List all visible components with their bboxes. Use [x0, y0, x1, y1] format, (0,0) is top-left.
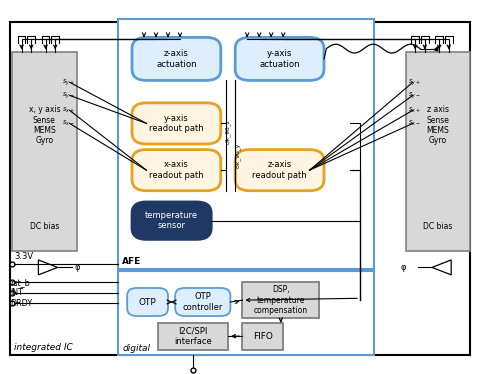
Text: digital: digital — [122, 344, 150, 353]
Text: y-axis
readout path: y-axis readout path — [149, 114, 204, 133]
Text: DSP,
temperature
compensation: DSP, temperature compensation — [254, 285, 308, 315]
Text: z-axis
readout path: z-axis readout path — [252, 160, 307, 180]
Text: OTP
controller: OTP controller — [182, 292, 223, 312]
Bar — [118, 19, 374, 269]
FancyBboxPatch shape — [175, 288, 230, 316]
FancyBboxPatch shape — [132, 37, 221, 80]
Text: integrated IC: integrated IC — [14, 343, 73, 352]
Text: clk_90_y: clk_90_y — [235, 142, 240, 168]
Text: DRDY: DRDY — [11, 299, 33, 308]
FancyBboxPatch shape — [132, 103, 221, 144]
Text: 3.3V: 3.3V — [14, 252, 34, 261]
Text: $s_{y-}$: $s_{y-}$ — [408, 90, 420, 101]
Text: φ: φ — [74, 263, 80, 272]
Text: DC bias: DC bias — [30, 222, 59, 231]
Text: $s_{y+}$: $s_{y+}$ — [62, 77, 74, 88]
Text: φ: φ — [400, 263, 406, 272]
Bar — [406, 52, 470, 251]
Text: DC bias: DC bias — [423, 222, 453, 231]
Text: $s_{y+}$: $s_{y+}$ — [408, 77, 420, 88]
Text: INT: INT — [11, 288, 24, 297]
Text: $s_{x-}$: $s_{x-}$ — [62, 119, 74, 128]
Text: clk_90_z: clk_90_z — [225, 119, 231, 144]
Text: FIFO: FIFO — [253, 332, 273, 341]
FancyBboxPatch shape — [132, 150, 221, 191]
Text: $s_{y-}$: $s_{y-}$ — [62, 90, 74, 101]
FancyBboxPatch shape — [235, 37, 324, 80]
Text: $s_{x+}$: $s_{x+}$ — [62, 106, 74, 115]
Text: x, y axis
Sense
MEMS
Gyro: x, y axis Sense MEMS Gyro — [29, 105, 60, 145]
FancyBboxPatch shape — [235, 150, 324, 191]
Bar — [10, 22, 470, 355]
Text: I2C/SPI
interface: I2C/SPI interface — [174, 327, 212, 346]
Text: rst_b: rst_b — [11, 278, 30, 287]
Text: y-axis
actuation: y-axis actuation — [259, 49, 300, 68]
Text: $s_{x-}$: $s_{x-}$ — [408, 119, 420, 128]
Text: x-axis
readout path: x-axis readout path — [149, 160, 204, 180]
Bar — [242, 282, 319, 318]
FancyBboxPatch shape — [132, 202, 211, 239]
Text: OTP: OTP — [139, 297, 156, 307]
Text: $s_{x+}$: $s_{x+}$ — [408, 106, 420, 115]
Bar — [12, 52, 77, 251]
FancyBboxPatch shape — [127, 288, 168, 316]
Text: AFE: AFE — [122, 257, 142, 266]
Bar — [242, 323, 283, 350]
Text: z axis
Sense
MEMS
Gyro: z axis Sense MEMS Gyro — [427, 105, 449, 145]
Bar — [118, 271, 374, 355]
Text: temperature
sensor: temperature sensor — [145, 211, 198, 230]
Text: z-axis
actuation: z-axis actuation — [156, 49, 197, 68]
Bar — [158, 323, 228, 350]
